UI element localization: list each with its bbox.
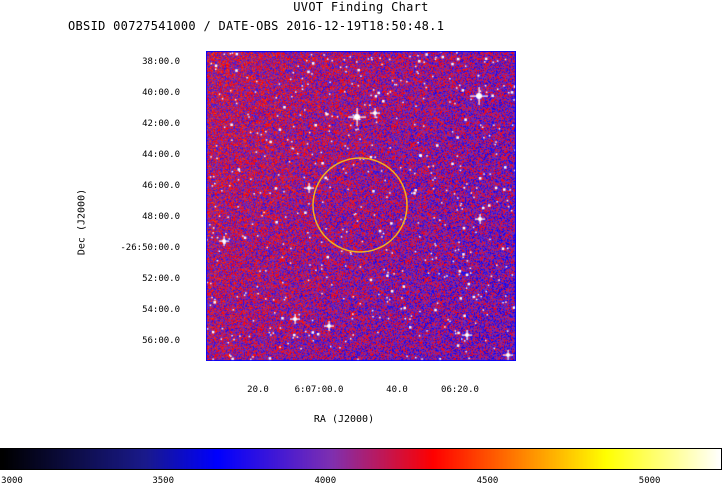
dec-axis-label: Dec (J2000) — [76, 188, 88, 256]
colorbar — [0, 448, 722, 470]
chart-subtitle: OBSID 00727541000 / DATE-OBS 2016-12-19T… — [68, 19, 445, 33]
dec-tick-label: 42:00.0 — [142, 119, 180, 129]
ra-tick-label: 20.0 — [247, 385, 269, 395]
colorbar-tick-label: 3000 — [1, 476, 23, 486]
sky-image[interactable] — [206, 51, 516, 361]
dec-tick-label: 38:00.0 — [142, 57, 180, 67]
dec-tick-label: 56:00.0 — [142, 336, 180, 346]
dec-tick-label: 44:00.0 — [142, 150, 180, 160]
dec-tick-label: 48:00.0 — [142, 212, 180, 222]
sky-image-canvas — [206, 51, 516, 361]
source-region-circle — [312, 157, 408, 253]
colorbar-tick-label: 4500 — [476, 476, 499, 486]
dec-tick-label: 52:00.0 — [142, 274, 180, 284]
overlay-layer — [312, 157, 408, 253]
chart-title: UVOT Finding Chart — [293, 0, 429, 14]
dec-tick-label: -26:50:00.0 — [120, 243, 180, 253]
colorbar-gradient — [1, 449, 721, 469]
colorbar-tick-label: 4000 — [314, 476, 337, 486]
colorbar-tick-label: 3500 — [152, 476, 174, 486]
ra-axis-label: RA (J2000) — [313, 414, 375, 425]
colorbar-tick-label: 5000 — [638, 476, 661, 486]
ra-tick-label: 06:20.0 — [441, 385, 479, 395]
dec-tick-label: 54:00.0 — [142, 305, 180, 315]
dec-tick-label: 40:00.0 — [142, 88, 180, 98]
ra-tick-label: 6:07:00.0 — [294, 385, 344, 395]
dec-tick-label: 46:00.0 — [142, 181, 180, 191]
ra-tick-label: 40.0 — [386, 385, 408, 395]
